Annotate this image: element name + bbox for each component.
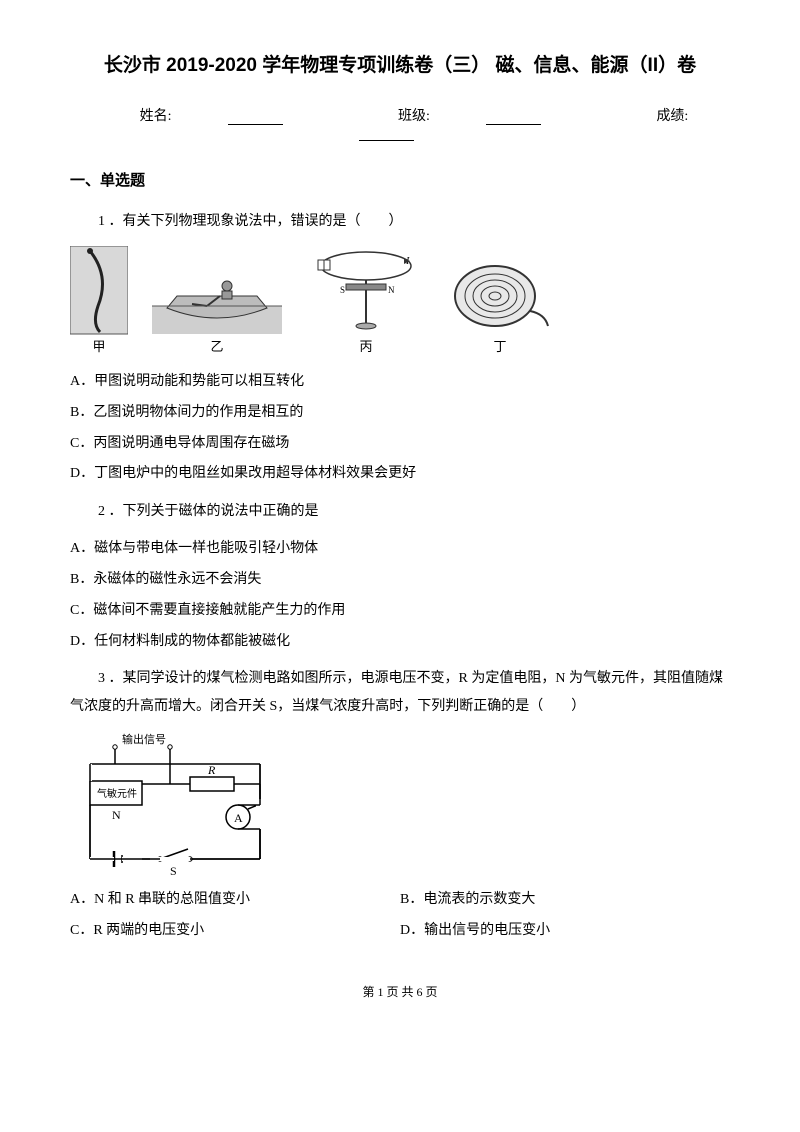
- page-footer: 第 1 页 共 6 页: [70, 983, 730, 1000]
- q1-opt-b: B．乙图说明物体间力的作用是相互的: [70, 398, 730, 429]
- q1-fig-ding: 丁: [450, 256, 550, 355]
- q2-options: A．磁体与带电体一样也能吸引轻小物体 B．永磁体的磁性永远不会消失 C．磁体间不…: [70, 534, 730, 657]
- q3-opt-a: A．N 和 R 串联的总阻值变小: [70, 885, 400, 916]
- q3-out-label: 输出信号: [122, 732, 166, 746]
- q3-opt-c: C．R 两端的电压变小: [70, 916, 400, 947]
- q1-fig-label-jia: 甲: [70, 336, 128, 355]
- q1-fig-label-yi: 乙: [152, 336, 282, 355]
- q3-options: A．N 和 R 串联的总阻值变小 B．电流表的示数变大 C．R 两端的电压变小 …: [70, 885, 730, 947]
- q1-options: A．甲图说明动能和势能可以相互转化 B．乙图说明物体间力的作用是相互的 C．丙图…: [70, 367, 730, 490]
- info-row: 姓名: 班级: 成绩:: [70, 105, 730, 141]
- q2-opt-c: C．磁体间不需要直接接触就能产生力的作用: [70, 596, 730, 627]
- q2-opt-a: A．磁体与带电体一样也能吸引轻小物体: [70, 534, 730, 565]
- q1-opt-a: A．甲图说明动能和势能可以相互转化: [70, 367, 730, 398]
- q2-opt-b: B．永磁体的磁性永远不会消失: [70, 565, 730, 596]
- q1-fig-bing: I S N 丙: [306, 246, 426, 355]
- q3-opt-d: D．输出信号的电压变小: [400, 916, 730, 947]
- class-field: 班级:: [370, 109, 569, 124]
- q1-fig-yi: 乙: [152, 256, 282, 355]
- q1-opt-d: D．丁图电炉中的电阻丝如果改用超导体材料效果会更好: [70, 459, 730, 490]
- q2-stem: 2 ．下列关于磁体的说法中正确的是: [70, 498, 730, 526]
- svg-text:S: S: [340, 285, 345, 295]
- q3-r-label: R: [207, 763, 216, 777]
- q3-s-label: S: [170, 864, 177, 878]
- q3-a-label: A: [234, 811, 243, 825]
- q3-n-label: 气敏元件: [97, 787, 137, 800]
- name-field: 姓名:: [112, 109, 311, 124]
- q2-opt-d: D．任何材料制成的物体都能被磁化: [70, 627, 730, 658]
- q1-figures: 甲 乙 I S N: [70, 246, 730, 355]
- page-title: 长沙市 2019-2020 学年物理专项训练卷（三） 磁、信息、能源（II）卷: [70, 50, 730, 77]
- q1-fig-label-ding: 丁: [450, 336, 550, 355]
- q1-fig-label-bing: 丙: [306, 336, 426, 355]
- svg-text:N: N: [388, 285, 395, 295]
- q3-stem: 3 ．某同学设计的煤气检测电路如图所示，电源电压不变，R 为定值电阻，N 为气敏…: [70, 665, 730, 721]
- q1-stem: 1 ．有关下列物理现象说法中，错误的是（ ）: [70, 208, 730, 236]
- q3-n-letter: N: [112, 808, 121, 822]
- q1-opt-c: C．丙图说明通电导体周围存在磁场: [70, 429, 730, 460]
- q1-fig-jia: 甲: [70, 246, 128, 355]
- section-heading: 一、单选题: [70, 169, 730, 190]
- q3-circuit: 输出信号 气敏元件 N R A: [70, 729, 730, 879]
- q3-opt-b: B．电流表的示数变大: [400, 885, 730, 916]
